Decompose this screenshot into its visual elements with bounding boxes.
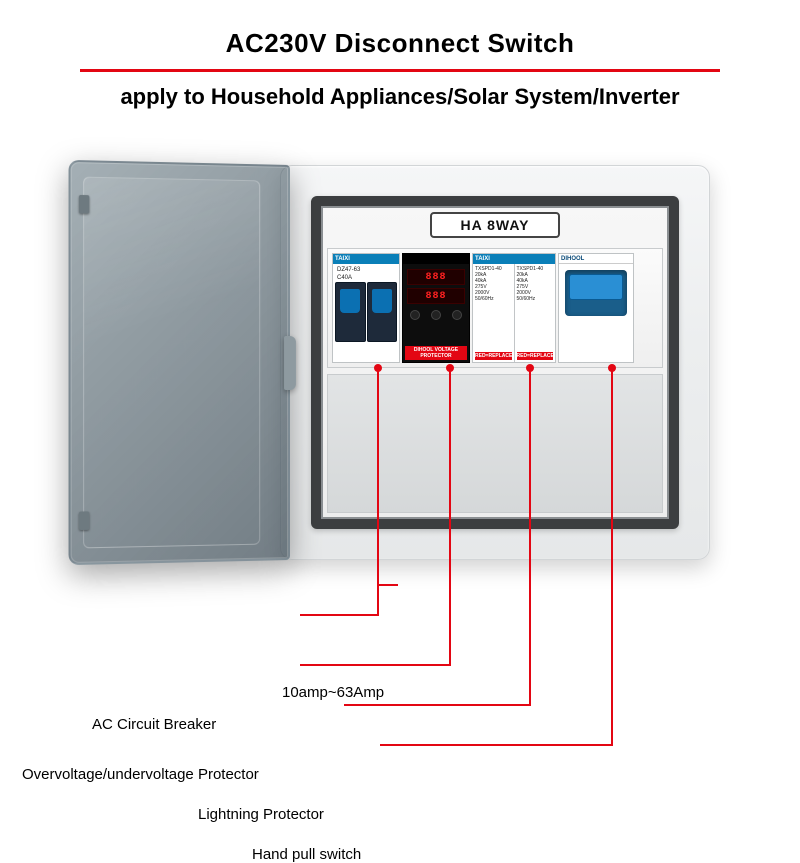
- breaker-series: DZ47-63: [335, 266, 397, 274]
- hps-sublabel: [561, 320, 631, 324]
- title-underline: [80, 69, 720, 72]
- main-title: AC230V Disconnect Switch: [0, 28, 800, 59]
- vp-knob-3[interactable]: [452, 310, 462, 320]
- spd-brand: TAIXI: [473, 254, 555, 264]
- infographic-root: AC230V Disconnect Switch apply to Househ…: [0, 0, 800, 800]
- vp-knob-1[interactable]: [410, 310, 420, 320]
- module-voltage-protector: 888 888 DIHOOL VOLTAGE PROTECTOR: [402, 253, 470, 363]
- din-rail-area: TAIXI DZ47-63 C40A 888 8: [327, 248, 663, 368]
- breaker-brand: TAIXI: [333, 254, 399, 264]
- enclosure-lower-panel: [327, 374, 663, 513]
- label-spd: Lightning Protector: [198, 806, 324, 823]
- transparent-door[interactable]: [69, 160, 290, 565]
- breaker-poles: [335, 282, 397, 342]
- subtitle: apply to Household Appliances/Solar Syst…: [0, 84, 800, 110]
- hps-brand: DIHOOL: [559, 254, 633, 264]
- label-voltage-protector: Overvoltage/undervoltage Protector: [22, 766, 259, 783]
- model-label: HA 8WAY: [430, 212, 560, 238]
- door-hinge-top: [79, 195, 89, 214]
- module-spd: TAIXI TXSPD1-40 20kA 40kA 275V 2000V 50/…: [472, 253, 556, 363]
- vp-knob-2[interactable]: [431, 310, 441, 320]
- breaker-pole-1[interactable]: [335, 282, 366, 342]
- label-hand-pull: Hand pull switch: [252, 846, 361, 863]
- hps-lever[interactable]: [569, 274, 623, 300]
- breaker-pole-2[interactable]: [367, 282, 398, 342]
- spd-col-2: TXSPD1-40 20kA 40kA 275V 2000V 50/60Hz R…: [515, 264, 556, 362]
- label-breaker-range: 10amp~63Amp: [282, 684, 384, 701]
- module-ac-breaker: TAIXI DZ47-63 C40A: [332, 253, 400, 363]
- enclosure-box: HA 8WAY TAIXI DZ47-63 C40A: [280, 165, 710, 560]
- label-breaker: AC Circuit Breaker: [92, 716, 216, 733]
- vp-knobs: [405, 310, 467, 320]
- front-frame: HA 8WAY TAIXI DZ47-63 C40A: [311, 196, 679, 529]
- vp-display-top: 888: [407, 269, 465, 285]
- door-latch[interactable]: [284, 335, 296, 389]
- door-hinge-bottom: [79, 511, 89, 530]
- module-hand-pull-switch: DIHOOL: [558, 253, 634, 363]
- spd-col-1: TXSPD1-40 20kA 40kA 275V 2000V 50/60Hz R…: [473, 264, 515, 362]
- vp-footer: DIHOOL VOLTAGE PROTECTOR: [405, 346, 467, 360]
- vp-display-bottom: 888: [407, 288, 465, 304]
- breaker-rating: C40A: [335, 274, 397, 282]
- title-block: AC230V Disconnect Switch apply to Househ…: [0, 0, 800, 110]
- vp-head: [403, 254, 469, 264]
- hps-window: [565, 270, 627, 316]
